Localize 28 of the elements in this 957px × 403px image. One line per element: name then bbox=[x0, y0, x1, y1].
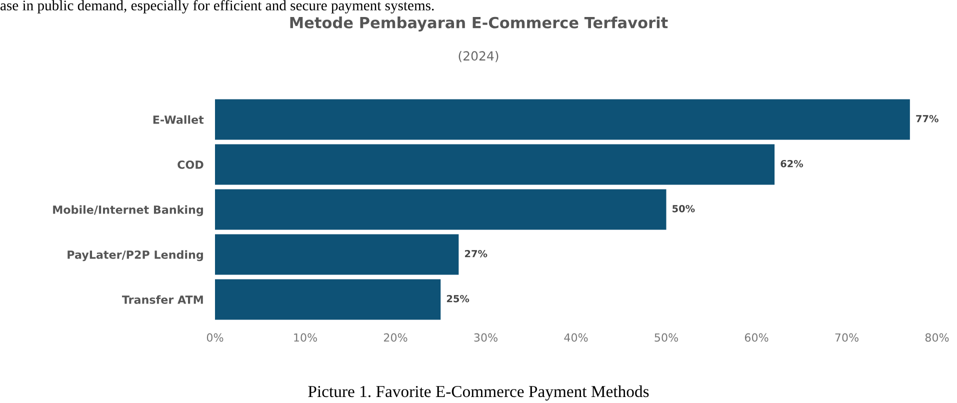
data-label: 77% bbox=[916, 114, 938, 122]
chart-title: Metode Pembayaran E-Commerce Terfavorit bbox=[290, 16, 668, 32]
y-tick-label: Mobile/Internet Banking bbox=[53, 205, 203, 216]
bar bbox=[215, 189, 666, 230]
bar bbox=[215, 99, 910, 140]
x-tick-label: 80% bbox=[925, 333, 949, 342]
x-tick-label: 10% bbox=[294, 333, 317, 342]
y-tick-label: E-Wallet bbox=[153, 115, 204, 124]
bar bbox=[215, 279, 441, 320]
y-tick-label: PayLater/P2P Lending bbox=[68, 250, 203, 262]
bar bbox=[215, 144, 775, 185]
chart-subtitle: (2024) bbox=[458, 50, 498, 62]
x-tick-label: 50% bbox=[654, 333, 678, 342]
bar bbox=[215, 234, 459, 275]
x-tick-label: 30% bbox=[474, 333, 498, 342]
x-tick-label: 60% bbox=[744, 333, 768, 342]
text: ase in public demand, especially for efficient and secure payment systems. bbox=[0, 0, 434, 14]
data-label: 62% bbox=[780, 160, 804, 168]
x-tick-label: 40% bbox=[564, 333, 588, 342]
x-tick-label: 0% bbox=[206, 333, 224, 342]
data-label: 50% bbox=[672, 204, 695, 212]
y-tick-label: COD bbox=[178, 160, 204, 169]
data-label: 27% bbox=[465, 250, 488, 258]
data-label: 25% bbox=[446, 294, 470, 302]
x-tick-label: 20% bbox=[384, 333, 408, 342]
text: Picture 1. Favorite E-Commerce Payment Methods bbox=[308, 385, 649, 401]
y-tick-label: Transfer ATM bbox=[122, 295, 203, 304]
x-tick-label: 70% bbox=[835, 333, 858, 342]
